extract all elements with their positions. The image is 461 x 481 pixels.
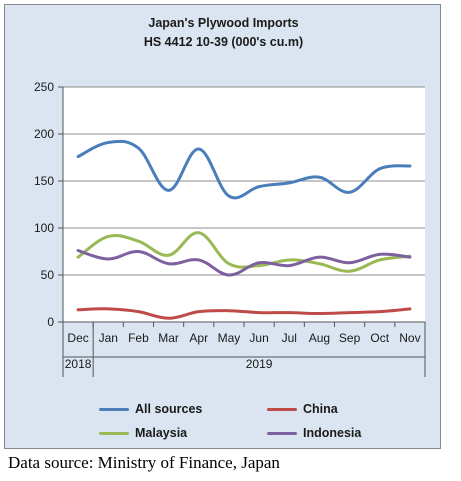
data-source-note: Data source: Ministry of Finance, Japan	[8, 453, 280, 472]
series-line-all-sources	[76, 139, 412, 200]
x-tick-label: Mar	[158, 331, 179, 345]
legend-item-china: China	[267, 401, 338, 417]
x-tick-label: Feb	[128, 331, 149, 345]
x-tick-label: Oct	[370, 331, 389, 345]
series-line-china	[76, 307, 412, 320]
x-tick-label: Dec	[67, 331, 88, 345]
year-label: 2019	[246, 357, 273, 371]
legend-swatch-indonesia	[267, 431, 297, 435]
y-tick-label: 0	[47, 315, 54, 329]
x-tick-label: Sep	[339, 331, 361, 345]
chart-frame: Japan's Plywood Imports HS 4412 10-39 (0…	[4, 4, 441, 449]
x-tick-label: May	[218, 331, 241, 345]
axes	[58, 86, 426, 377]
x-tick-label: Jan	[99, 331, 118, 345]
legend-swatch-china	[267, 407, 297, 411]
plot-area	[63, 87, 425, 322]
legend-swatch-all-sources	[99, 407, 129, 411]
series-line-malaysia	[76, 231, 412, 273]
series-line-indonesia	[76, 249, 412, 277]
legend-swatch-malaysia	[99, 431, 129, 435]
x-tick-label: Jun	[249, 331, 268, 345]
x-tick-label: Aug	[309, 331, 330, 345]
x-tick-label: Nov	[399, 331, 420, 345]
x-tick-label: Apr	[189, 331, 208, 345]
legend-item-indonesia: Indonesia	[267, 425, 361, 441]
y-tick-label: 50	[41, 268, 55, 282]
legend-label-indonesia: Indonesia	[303, 426, 362, 440]
series-lines	[76, 139, 412, 320]
chart-title: Japan's Plywood Imports	[148, 16, 299, 30]
legend-label-china: China	[303, 402, 338, 416]
y-tick-label: 200	[34, 127, 54, 141]
legend-item-malaysia: Malaysia	[99, 425, 187, 441]
y-tick-label: 100	[34, 221, 54, 235]
year-label: 2018	[65, 357, 92, 371]
legend-label-malaysia: Malaysia	[135, 426, 188, 440]
y-tick-label: 150	[34, 174, 54, 188]
chart-subtitle: HS 4412 10-39 (000's cu.m)	[143, 35, 304, 49]
tick-labels: 0 50 100 150 200 250 Dec Jan Feb Mar Apr May Jun Jul A…	[34, 80, 421, 371]
legend-item-all-sources: All sources	[99, 401, 202, 417]
y-tick-label: 250	[34, 80, 54, 94]
legend-label-all-sources: All sources	[135, 402, 203, 416]
line-chart: 0 50 100 150 200 250 Dec Jan Feb Mar Apr May Jun Jul A…	[34, 80, 426, 377]
x-tick-label: Jul	[282, 331, 297, 345]
